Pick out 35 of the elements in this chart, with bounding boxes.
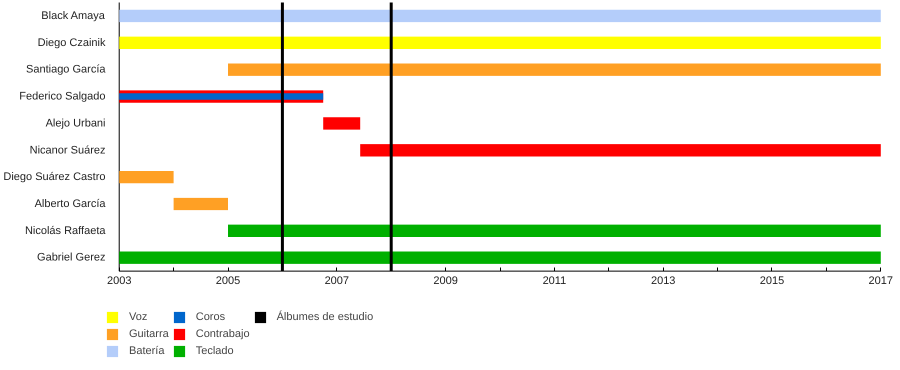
bar — [119, 93, 324, 100]
bar — [228, 224, 881, 238]
x-tick-label: 2015 — [760, 275, 784, 288]
bar — [119, 252, 881, 264]
legend-label: Guitarra — [129, 327, 169, 341]
bar — [174, 198, 228, 210]
x-tick-label: 2011 — [542, 275, 566, 288]
y-tick-label: Alejo Urbani — [46, 117, 106, 130]
bar — [119, 170, 174, 184]
legend-label: Batería — [129, 344, 164, 358]
legend-label: Teclado — [196, 344, 234, 358]
y-tick-label: Gabriel Gerez — [37, 252, 106, 264]
x-tick-label: 2009 — [433, 275, 458, 288]
y-tick-label: Santiago García — [26, 64, 106, 76]
bar — [323, 117, 360, 130]
bar — [360, 144, 881, 156]
y-tick-label: Federico Salgado — [19, 90, 106, 103]
x-tick-label: 2005 — [216, 275, 240, 288]
legend-label: Coros — [196, 310, 226, 324]
y-tick-label: Diego Suárez Castro — [3, 171, 106, 184]
bar — [119, 36, 881, 49]
y-tick-label: Nicanor Suárez — [30, 144, 106, 156]
legend-label: Álbumes de estudio — [276, 310, 374, 324]
x-tick-label: 2003 — [106, 275, 132, 288]
bar — [228, 63, 881, 76]
y-tick-label: Nicolás Raffaeta — [24, 224, 106, 237]
legend-label: Contrabajo — [196, 327, 250, 341]
x-tick-label: 2007 — [324, 275, 350, 288]
x-tick-label: 2013 — [650, 275, 676, 288]
y-tick-label: Black Amaya — [41, 10, 106, 22]
y-tick-label: Alberto García — [34, 198, 106, 210]
bar — [119, 10, 881, 22]
legend-label: Voz — [129, 310, 148, 324]
y-tick-label: Diego Czainik — [38, 36, 106, 49]
x-tick-label: 2017 — [868, 275, 894, 288]
